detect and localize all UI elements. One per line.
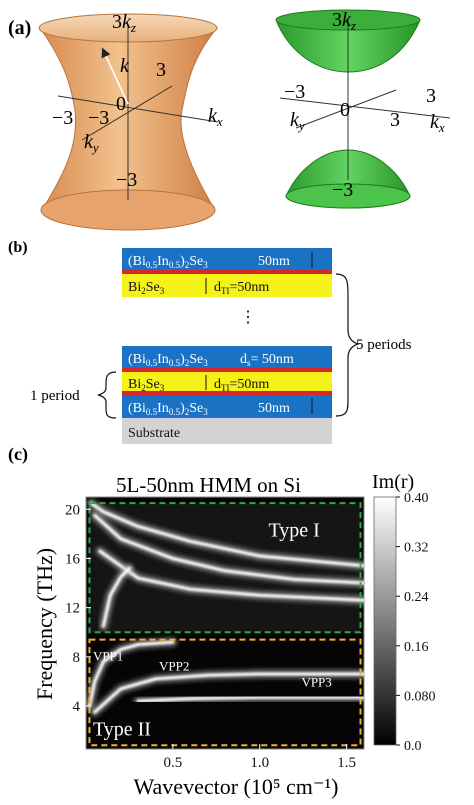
right-tick-top: 3 xyxy=(332,9,342,31)
right-axis-ky: k xyxy=(290,109,300,131)
hyperboloid-type-ii xyxy=(275,9,451,209)
one-period-label: 1 period xyxy=(30,388,80,404)
layer-bi-in-se-3: (Bi0.5In0.5)2Se3 xyxy=(128,401,208,417)
y-tick-label: 8 xyxy=(73,650,81,666)
right-tick-left: −3 xyxy=(284,81,305,103)
mode-i-3 xyxy=(95,546,364,605)
y-tick-label: 20 xyxy=(65,502,80,518)
svg-text:3kz: 3kz xyxy=(112,11,136,35)
layer-thickness-3: 50nm xyxy=(258,401,290,416)
y-tick-label: 4 xyxy=(73,699,81,715)
svg-text:3kz: 3kz xyxy=(332,9,356,33)
layer-bi-in-se-top: (Bi0.5In0.5)2Se3 xyxy=(128,254,208,270)
left-k-label: k xyxy=(120,55,130,77)
y-axis-label: Frequency (THz) xyxy=(32,548,57,700)
region-type-ii xyxy=(88,638,362,747)
label-type-ii: Type II xyxy=(93,718,151,740)
brace-1-period xyxy=(97,371,117,419)
colorbar-tick-label: 0.080 xyxy=(404,689,436,704)
annotation-vpp1: VPP1 xyxy=(93,648,123,663)
x-tick-label: 0.5 xyxy=(164,755,183,771)
colorbar-tick-label: 0.32 xyxy=(404,541,429,556)
mode-i-4 xyxy=(98,563,134,631)
layer-bi-in-se-2: (Bi0.5In0.5)2Se3 xyxy=(128,352,208,368)
y-tick-label: 12 xyxy=(65,601,80,617)
right-tick-right: 3 xyxy=(426,85,436,107)
x-tick-label: 1.5 xyxy=(337,755,356,771)
stack-bottom: (Bi0.5In0.5)2Se3 ds= 50nm Bi2Se3 dTI=50n… xyxy=(122,346,332,444)
left-tick-left: −3 xyxy=(52,107,73,129)
left-tick-left2: −3 xyxy=(88,107,109,129)
panel-a-left-labels: 3kz k 3 −3 −3 0 kx ky −3 xyxy=(52,11,223,191)
colorbar-tick-label: 0.0 xyxy=(404,739,422,754)
left-tick-right: 3 xyxy=(156,59,166,81)
colorbar-tick-label: 0.40 xyxy=(404,491,429,506)
left-tick-top: 3 xyxy=(112,11,122,33)
colorbar xyxy=(373,496,397,746)
annotation-vpp2: VPP2 xyxy=(159,658,189,673)
right-axis-kz-sub: z xyxy=(350,18,356,33)
mode-i-2 xyxy=(90,510,364,588)
panel-a-label: (a) xyxy=(8,17,31,39)
panel-b-label: (b) xyxy=(8,239,28,256)
region-type-i xyxy=(88,502,362,634)
x-tick-label: 1.0 xyxy=(250,755,269,771)
right-axis-ky-sub: y xyxy=(297,118,305,133)
brace-5-periods xyxy=(335,273,360,417)
svg-text:ky: ky xyxy=(290,109,305,133)
mode-vpp3 xyxy=(133,692,364,706)
svg-text:ky: ky xyxy=(84,131,99,155)
x-axis-label: Wavevector (10⁵ cm⁻¹) xyxy=(134,774,339,799)
right-tick-zero: 0 xyxy=(340,99,350,121)
left-axis-kx-sub: x xyxy=(216,114,223,129)
right-tick-right2: 3 xyxy=(390,109,400,131)
panel-a-right-labels: 3kz −3 3 0 3 kx ky −3 xyxy=(284,9,445,201)
right-tick-bottom: −3 xyxy=(332,179,353,201)
colorbar-label: Im(r) xyxy=(372,471,414,493)
svg-text:kx: kx xyxy=(430,111,445,135)
right-axis-kz: k xyxy=(342,9,352,31)
hyperboloid-type-i xyxy=(38,13,219,231)
colorbar-tick-label: 0.24 xyxy=(404,590,429,605)
stack-ellipsis: ⋮ xyxy=(240,309,256,326)
stack-top: (Bi0.5In0.5)2Se3 50nm Bi2Se3 dTI=50nm xyxy=(122,248,332,297)
left-axis-ky: k xyxy=(84,131,94,153)
right-axis-kx: k xyxy=(430,111,440,133)
periods-label: 5 periods xyxy=(356,337,412,353)
layer-thickness-top: 50nm xyxy=(258,254,290,269)
panel-c-label: (c) xyxy=(8,444,28,465)
mode-i-1 xyxy=(86,498,364,571)
colorbar-tick-label: 0.16 xyxy=(404,640,429,655)
left-axis-kz-sub: z xyxy=(130,20,136,35)
left-axis-kx: k xyxy=(208,105,218,127)
layer-ds: ds= 50nm xyxy=(240,352,294,368)
left-axis-kz: k xyxy=(122,11,132,33)
left-axis-ky-sub: y xyxy=(91,140,99,155)
layer-bi2se3-top: Bi2Se3 xyxy=(128,280,165,296)
substrate-label: Substrate xyxy=(128,426,180,441)
mode-vpp2 xyxy=(90,669,364,717)
label-type-i: Type I xyxy=(268,519,319,541)
y-tick-label: 16 xyxy=(65,551,81,567)
right-axis-kx-sub: x xyxy=(438,120,445,135)
left-tick-zero: 0 xyxy=(116,93,126,115)
mode-vpp1 xyxy=(86,637,178,711)
layer-bi2se3-bottom: Bi2Se3 xyxy=(128,377,165,393)
svg-text:kx: kx xyxy=(208,105,223,129)
chart-title: 5L-50nm HMM on Si xyxy=(116,473,301,497)
left-tick-bottom: −3 xyxy=(116,169,137,191)
annotation-vpp3: VPP3 xyxy=(301,674,331,689)
